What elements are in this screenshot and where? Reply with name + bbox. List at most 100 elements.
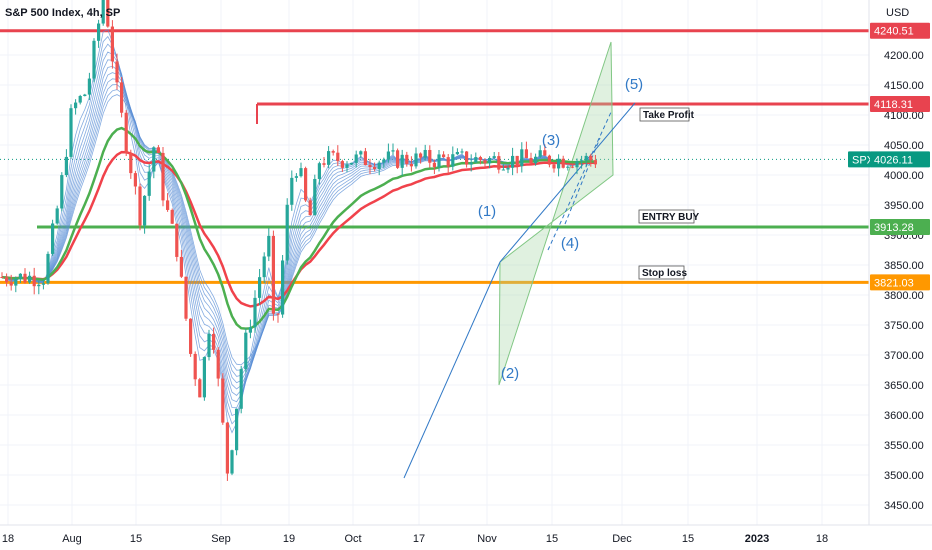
candle-body — [230, 450, 234, 474]
x-tick-label: 15 — [682, 533, 694, 545]
y-tick-label: 3700.00 — [884, 350, 924, 362]
x-tick-label: 15 — [130, 533, 142, 545]
candle-body — [501, 169, 505, 171]
candle-body — [566, 166, 570, 168]
candle-body — [198, 379, 202, 398]
candle-body — [350, 162, 354, 165]
candle-body — [327, 151, 331, 165]
candle-body — [138, 186, 142, 226]
candle-body — [322, 163, 326, 165]
candle-body — [14, 278, 18, 286]
candle-body — [83, 94, 87, 97]
candle-body — [60, 175, 64, 209]
last-price-tag: 4026.11 — [874, 154, 913, 166]
candle-body — [382, 159, 386, 163]
candle-body — [18, 273, 22, 279]
candle-body — [69, 108, 73, 157]
ema-ribbon — [1, 29, 596, 434]
candle-body — [442, 154, 446, 158]
time-axis[interactable]: 18 Aug 15 Sep 19 Oct 17 Nov 15 Dec 15 2023 18 — [0, 524, 932, 545]
candle-body — [110, 26, 114, 62]
candle-body — [308, 200, 312, 216]
x-tick-label: Aug — [62, 533, 82, 545]
stop-loss-note: Stop loss — [642, 268, 687, 279]
candle-body — [262, 256, 266, 278]
candle-body — [143, 195, 147, 226]
candle-body — [359, 151, 363, 155]
candle-body — [432, 162, 436, 168]
candle-body — [133, 173, 137, 187]
candle-body — [483, 160, 487, 164]
candle-body — [5, 277, 9, 283]
candle-body — [207, 333, 211, 358]
x-tick-label: Oct — [344, 533, 361, 545]
candle-body — [580, 160, 584, 162]
candle-body — [147, 171, 151, 196]
candle-body — [515, 155, 519, 167]
trendline-dashed — [547, 109, 613, 251]
candle-body — [584, 155, 588, 161]
candle-body — [543, 150, 547, 156]
x-tick-label: Sep — [211, 533, 231, 545]
candle-body — [593, 160, 597, 165]
candle-body — [455, 151, 459, 155]
candle-body — [414, 153, 418, 167]
candle-body — [225, 422, 229, 474]
candle-body — [529, 157, 533, 164]
channel-fill — [498, 41, 614, 386]
candle-body — [368, 165, 372, 168]
candle-body — [474, 157, 478, 163]
candle-body — [437, 154, 441, 168]
candle-body — [409, 163, 413, 167]
candle-body — [179, 256, 183, 277]
ema-fast-line — [1, 126, 596, 330]
y-tick-label: 4050.00 — [884, 140, 924, 152]
candle-body — [446, 157, 450, 167]
entry-buy-tag-bg — [870, 219, 930, 236]
candle-body — [340, 161, 344, 168]
level-notes: Take Profit ENTRY BUY Stop loss — [638, 107, 700, 280]
candle-body — [419, 153, 423, 158]
candle-body — [552, 164, 556, 169]
candle-body — [290, 177, 294, 205]
y-tick-label: 4000.00 — [884, 170, 924, 182]
y-tick-label: 3550.00 — [884, 440, 924, 452]
candle-body — [405, 154, 409, 164]
wave-label: (5) — [625, 76, 643, 93]
candle-body — [285, 204, 289, 261]
candle-body — [161, 152, 165, 201]
candle-body — [336, 152, 340, 162]
stop-loss-note-box — [638, 265, 685, 280]
candle-body — [460, 151, 464, 153]
y-tick-label: 3800.00 — [884, 290, 924, 302]
candle-body — [561, 158, 565, 168]
candle-body — [9, 282, 13, 286]
candle-body — [74, 102, 78, 109]
candle-body — [469, 162, 473, 165]
elliott-channel — [403, 41, 636, 479]
candle-body — [235, 408, 239, 451]
wave-label: (1) — [478, 203, 496, 220]
candle-body — [244, 332, 248, 370]
candle-body — [253, 297, 257, 328]
entry-buy-tag: 3913.28 — [874, 222, 914, 234]
x-tick-label: 18 — [2, 533, 14, 545]
price-axis[interactable]: USD 3450.00 3500.00 3550.00 3600.00 3650.00 3… — [868, 0, 924, 525]
candle-body — [51, 223, 55, 254]
candle-body — [276, 313, 280, 315]
y-tick-label: 4100.00 — [884, 110, 924, 122]
candle-body — [248, 327, 252, 333]
candle-body — [363, 151, 367, 166]
candle-body — [451, 154, 455, 167]
candle-body — [304, 168, 308, 201]
ema-ribbon-line — [1, 94, 596, 366]
x-tick-label: Nov — [477, 533, 497, 545]
wave-labels: (1) (2) (3) (4) (5) — [478, 76, 643, 382]
wave-label: (2) — [501, 365, 519, 382]
candle-body — [120, 82, 124, 113]
candle-body — [354, 154, 358, 163]
candle-body — [524, 149, 528, 158]
resistance-tag-bg — [870, 22, 930, 39]
candle-body — [170, 209, 174, 224]
